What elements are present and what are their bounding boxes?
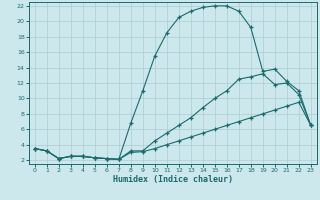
- X-axis label: Humidex (Indice chaleur): Humidex (Indice chaleur): [113, 175, 233, 184]
